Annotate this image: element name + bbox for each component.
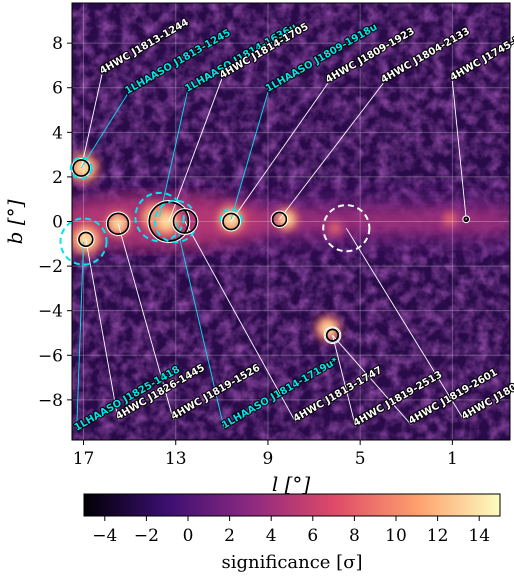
source-circle-outline-5: [221, 211, 242, 232]
source-leader-13: [332, 335, 356, 427]
source-leader-9: [85, 239, 119, 421]
source-leader-2: [159, 92, 188, 218]
source-leader-15: [345, 227, 465, 421]
source-circles: [59, 156, 471, 345]
source-leader-7: [451, 80, 467, 220]
source-leader-1: [80, 94, 128, 169]
colorbar-ticks: −4 −2 0 2 4 6 8 10 12 14: [92, 516, 490, 546]
y-tick-label-5: −2: [38, 257, 63, 277]
y-tick-label-0: 8: [52, 34, 63, 54]
source-circle-9: [78, 231, 94, 248]
y-tick-label-3: 2: [52, 168, 63, 188]
source-leader-8: [76, 241, 84, 432]
colorbar-tick-label-4: 4: [266, 526, 277, 546]
source-circle-outline-10: [105, 211, 131, 237]
source-leader-5: [230, 83, 329, 222]
source-circle-outline-13: [323, 326, 342, 345]
y-tick-label-2: 4: [52, 123, 63, 143]
hotspot-1: [72, 218, 107, 260]
colorbar-tick-label-3: 2: [224, 526, 235, 546]
source-circle-2: [134, 191, 185, 243]
source-circle-14: [325, 328, 340, 342]
source-circle-6: [271, 211, 288, 227]
source-circle-1: [69, 156, 93, 180]
source-leader-6: [279, 82, 384, 220]
y-tick-label-1: 6: [52, 79, 63, 99]
y-tick-label-4: 0: [52, 213, 63, 233]
x-tick-label-0: 17: [73, 449, 95, 469]
colorbar-tick-label-8: 12: [427, 526, 449, 546]
colorbar-tick-label-2: 0: [183, 526, 194, 546]
source-circle-outline-3: [147, 200, 191, 243]
x-ticks: 17 13 9 5 1: [73, 440, 458, 469]
colorbar: −4 −2 0 2 4 6 8 10 12 14 significance [σ]: [83, 493, 501, 573]
source-circle-10: [106, 212, 130, 235]
hotspot-9: [436, 205, 464, 234]
source-leader-0: [80, 74, 103, 169]
source-leader-lines: [76, 74, 467, 432]
source-leader-12: [184, 221, 297, 423]
source-circle-outline-9: [77, 230, 95, 249]
source-circle-7: [463, 216, 470, 223]
source-circle-12: [172, 209, 198, 234]
y-tick-label-6: −4: [38, 302, 63, 322]
source-circle-5: [222, 212, 240, 231]
source-circle-outline-6: [270, 210, 289, 229]
hotspot-2: [102, 207, 135, 240]
source-leader-4: [230, 92, 269, 220]
source-circle-15: [322, 204, 371, 253]
x-tick-label-4: 1: [447, 449, 458, 469]
y-ticks: 8 6 4 2 0 −2 −4 −6 −8: [38, 34, 72, 411]
colorbar-tick-label-7: 10: [385, 526, 407, 546]
source-leader-3: [168, 78, 223, 222]
x-tick-label-1: 13: [165, 449, 187, 469]
source-circle-4: [219, 207, 243, 231]
y-tick-label-7: −6: [38, 346, 63, 366]
source-leader-14: [332, 334, 412, 425]
colorbar-tick-label-1: −2: [134, 526, 159, 546]
x-tick-label-2: 9: [263, 449, 274, 469]
colorbar-bar: [83, 493, 501, 517]
y-tick-label-8: −8: [38, 391, 63, 411]
hotspot-7: [322, 215, 348, 241]
source-leader-10: [117, 223, 174, 421]
colorbar-tick-label-6: 8: [349, 526, 360, 546]
y-axis-label: b [°]: [3, 199, 27, 244]
source-circle-0: [72, 159, 91, 177]
source-circle-outline-14: [324, 327, 341, 343]
colorbar-tick-label-0: −4: [92, 526, 117, 546]
colorbar-tick-label-9: 14: [468, 526, 490, 546]
source-circle-8: [59, 217, 108, 266]
x-axis-label: l [°]: [272, 472, 311, 496]
x-tick-label-3: 5: [355, 449, 366, 469]
colorbar-tick-label-5: 6: [307, 526, 318, 546]
source-leader-11: [175, 221, 225, 429]
source-circle-outline-12: [171, 208, 199, 235]
source-circle-outline-7: [462, 215, 471, 224]
colorbar-label: significance [σ]: [221, 552, 362, 573]
